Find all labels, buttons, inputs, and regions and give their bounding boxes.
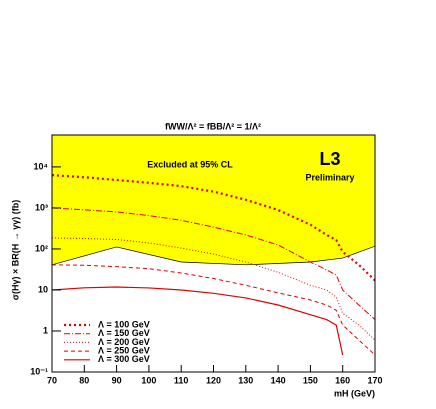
y-tick-label: 10² — [35, 243, 48, 253]
legend-label: Λ = 250 GeV — [98, 345, 150, 355]
excluded-area — [52, 135, 375, 265]
x-tick-label: 100 — [141, 375, 156, 385]
plot-area — [52, 135, 375, 356]
series-line — [52, 264, 375, 356]
annotation: Excluded at 95% CL — [147, 159, 233, 169]
x-axis-label: mH (GeV) — [334, 388, 375, 398]
legend-label: Λ = 200 GeV — [98, 337, 150, 347]
annotation: L3 — [319, 149, 340, 169]
y-tick-label: 10 — [38, 284, 48, 294]
x-tick-label: 130 — [238, 375, 253, 385]
series-line — [52, 286, 344, 356]
series-line — [52, 174, 375, 282]
x-tick-label: 80 — [79, 375, 89, 385]
legend-label: Λ = 100 GeV — [98, 319, 150, 329]
y-tick-label: 1 — [43, 325, 48, 335]
x-tick-label: 140 — [271, 375, 286, 385]
exclusion-boundary — [52, 245, 375, 266]
legend-label: Λ = 150 GeV — [98, 328, 150, 338]
annotation: Preliminary — [305, 172, 354, 182]
y-tick-label: 10⁴ — [34, 161, 48, 171]
x-tick-label: 150 — [303, 375, 318, 385]
legend-label: Λ = 300 GeV — [98, 354, 150, 364]
y-tick-label: 10³ — [35, 202, 48, 212]
x-tick-label: 170 — [367, 375, 382, 385]
x-tick-label: 90 — [112, 375, 122, 385]
chart-title: fWW/Λ² = fBB/Λ² = 1/Λ² — [165, 121, 261, 131]
x-tick-label: 110 — [174, 375, 189, 385]
x-tick-label: 160 — [335, 375, 350, 385]
y-axis-label: σ(Hγ) × BR(H → γγ) (fb) — [10, 200, 20, 300]
x-tick-label: 70 — [47, 375, 57, 385]
series-line — [52, 207, 375, 320]
y-tick-label: 10⁻¹ — [30, 366, 48, 376]
x-tick-label: 120 — [206, 375, 221, 385]
